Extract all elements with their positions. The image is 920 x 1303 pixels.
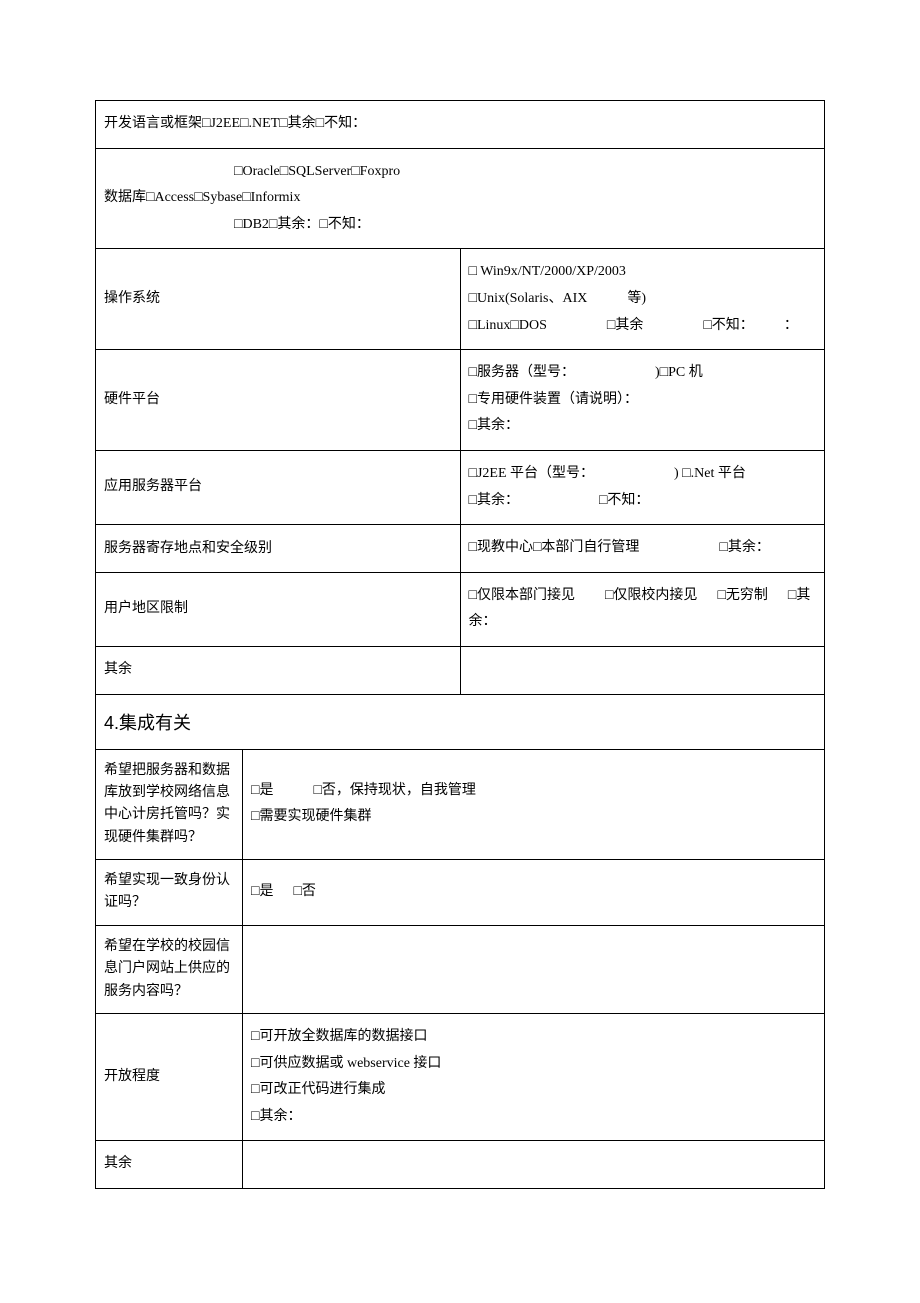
row-serverloc-value: □现教中心□本部门自行管理 □其余：	[460, 525, 825, 573]
row-database: □Oracle□SQLServer□Foxpro 数据库□Access□Syba…	[96, 148, 825, 249]
hw-line1a: □服务器（型号：	[469, 365, 575, 380]
hw-line3: □其余：	[469, 413, 817, 440]
row-other2-label: 其余	[96, 1141, 243, 1189]
os-line2b: 等)	[627, 291, 646, 306]
row-portal-value	[243, 925, 825, 1013]
section4-title: 4.集成有关	[95, 695, 825, 750]
userarea-c: □无穷制	[717, 588, 767, 603]
row-os-label: 操作系统	[96, 249, 461, 350]
serverloc-a: □现教中心□本部门自行管理	[469, 540, 640, 555]
serverloc-b: □其余：	[719, 540, 769, 555]
row-os-value: □ Win9x/NT/2000/XP/2003 □Unix(Solaris、AI…	[460, 249, 825, 350]
os-line3a: □Linux□DOS	[469, 318, 547, 333]
os-line3d: ：	[784, 318, 798, 333]
tech-table: 开发语言或框架□J2EE□.NET□其余□不知： □Oracle□SQLServ…	[95, 100, 825, 695]
appserver-l2b: □不知：	[599, 493, 649, 508]
os-line1: □ Win9x/NT/2000/XP/2003	[469, 259, 817, 286]
row-hw-value: □服务器（型号： )□PC 机 □专用硬件装置（请说明）： □其余：	[460, 350, 825, 451]
hosting-l2: □需要实现硬件集群	[251, 804, 816, 831]
hw-line1b: )□PC 机	[655, 365, 703, 380]
userarea-a: □仅限本部门接见	[469, 588, 575, 603]
os-line3b: □其余	[607, 318, 643, 333]
os-line2a: □Unix(Solaris、AIX	[469, 291, 588, 306]
row-portal-label: 希望在学校的校园信息门户网站上供应的服务内容吗？	[96, 925, 243, 1013]
row-appserver-label: 应用服务器平台	[96, 450, 461, 524]
row-userarea-label: 用户地区限制	[96, 572, 461, 646]
row-language: 开发语言或框架□J2EE□.NET□其余□不知：	[96, 101, 825, 149]
db-label-line: 数据库□Access□Sybase□Informix	[104, 185, 816, 212]
appserver-l1a: □J2EE 平台（型号：	[469, 466, 595, 481]
row-auth-value: □是 □否	[243, 860, 825, 926]
hosting-l1a: □是	[251, 783, 273, 798]
hosting-l1b: □否，保持现状，自我管理	[313, 783, 475, 798]
row-appserver-value: □J2EE 平台（型号： ) □.Net 平台 □其余： □不知：	[460, 450, 825, 524]
row-other2-value	[243, 1141, 825, 1189]
row-serverloc-label: 服务器寄存地点和安全级别	[96, 525, 461, 573]
language-text: 开发语言或框架□J2EE□.NET□其余□不知：	[104, 116, 366, 131]
row-openness-label: 开放程度	[96, 1014, 243, 1141]
userarea-b: □仅限校内接见	[605, 588, 697, 603]
openness-l4: □其余：	[251, 1104, 816, 1131]
openness-l1: □可开放全数据库的数据接口	[251, 1024, 816, 1051]
row-hw-label: 硬件平台	[96, 350, 461, 451]
os-line3c: □不知：	[703, 318, 753, 333]
row-openness-value: □可开放全数据库的数据接口 □可供应数据或 webservice 接口 □可改正…	[243, 1014, 825, 1141]
row-hosting-label: 希望把服务器和数据库放到学校网络信息中心计房托管吗？实现硬件集群吗？	[96, 750, 243, 860]
auth-a: □是	[251, 884, 273, 899]
row-hosting-value: □是 □否，保持现状，自我管理 □需要实现硬件集群	[243, 750, 825, 860]
db-line2: □DB2□其余：□不知：	[234, 212, 816, 239]
row-other1-label: 其余	[96, 646, 461, 694]
appserver-l2a: □其余：	[469, 493, 519, 508]
row-auth-label: 希望实现一致身份认证吗？	[96, 860, 243, 926]
appserver-l1b: ) □.Net 平台	[674, 466, 746, 481]
row-other1-value	[460, 646, 825, 694]
openness-l2: □可供应数据或 webservice 接口	[251, 1051, 816, 1078]
integration-table: 希望把服务器和数据库放到学校网络信息中心计房托管吗？实现硬件集群吗？ □是 □否，…	[95, 750, 825, 1189]
db-line1: □Oracle□SQLServer□Foxpro	[234, 159, 816, 186]
hw-line2: □专用硬件装置（请说明）：	[469, 387, 817, 414]
row-userarea-value: □仅限本部门接见□仅限校内接见□无穷制□其余：	[460, 572, 825, 646]
auth-b: □否	[293, 884, 315, 899]
openness-l3: □可改正代码进行集成	[251, 1077, 816, 1104]
